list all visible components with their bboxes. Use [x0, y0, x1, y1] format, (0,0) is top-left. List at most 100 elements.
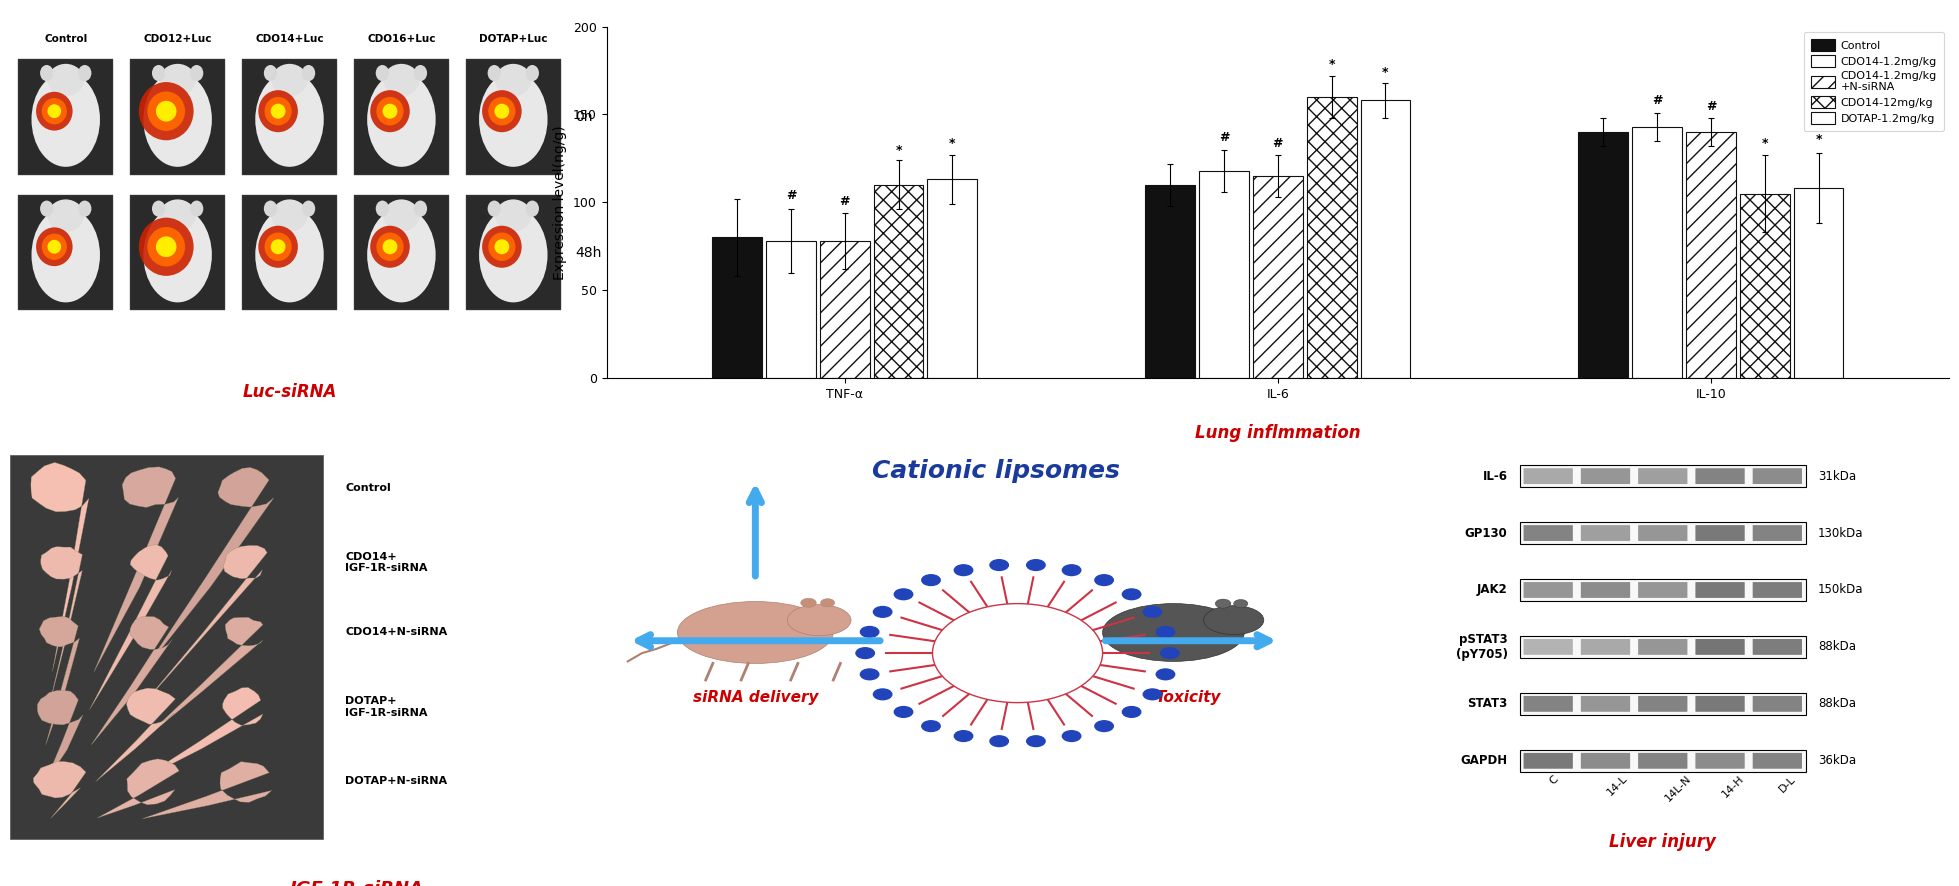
Ellipse shape	[382, 104, 398, 119]
Polygon shape	[143, 468, 274, 672]
Circle shape	[1123, 589, 1140, 600]
Ellipse shape	[35, 228, 72, 266]
Text: 14-L: 14-L	[1606, 773, 1630, 798]
Ellipse shape	[259, 90, 298, 132]
Ellipse shape	[272, 64, 308, 97]
Polygon shape	[135, 688, 263, 782]
FancyBboxPatch shape	[355, 59, 449, 175]
FancyBboxPatch shape	[1524, 639, 1573, 655]
FancyBboxPatch shape	[10, 455, 323, 839]
Circle shape	[1144, 689, 1162, 700]
Ellipse shape	[47, 64, 84, 97]
Text: *: *	[1761, 136, 1769, 150]
Circle shape	[1095, 721, 1113, 732]
Circle shape	[874, 689, 891, 700]
Ellipse shape	[821, 599, 835, 607]
FancyBboxPatch shape	[1753, 639, 1802, 655]
Ellipse shape	[41, 234, 67, 260]
Circle shape	[860, 669, 880, 680]
Ellipse shape	[264, 65, 276, 82]
Ellipse shape	[384, 199, 419, 232]
Text: C: C	[1548, 773, 1561, 786]
FancyBboxPatch shape	[1581, 696, 1630, 711]
Ellipse shape	[264, 232, 292, 261]
FancyBboxPatch shape	[1524, 468, 1573, 484]
Circle shape	[895, 706, 913, 718]
Circle shape	[1027, 735, 1044, 747]
FancyBboxPatch shape	[1753, 753, 1802, 769]
Ellipse shape	[496, 64, 531, 97]
FancyBboxPatch shape	[1753, 696, 1802, 711]
FancyBboxPatch shape	[1581, 639, 1630, 655]
Text: #: #	[786, 190, 795, 202]
FancyBboxPatch shape	[129, 59, 225, 175]
Polygon shape	[33, 761, 86, 819]
Circle shape	[989, 735, 1009, 747]
Ellipse shape	[366, 72, 435, 167]
Text: Control: Control	[345, 483, 392, 494]
Ellipse shape	[496, 199, 531, 232]
FancyBboxPatch shape	[1695, 753, 1745, 769]
Text: DOTAP+
IGF-1R-siRNA: DOTAP+ IGF-1R-siRNA	[345, 696, 427, 718]
Text: JAK2: JAK2	[1477, 584, 1508, 596]
Ellipse shape	[480, 72, 547, 167]
Ellipse shape	[143, 72, 212, 167]
Ellipse shape	[494, 104, 509, 119]
Ellipse shape	[159, 64, 196, 97]
Polygon shape	[98, 759, 178, 818]
Text: 48h: 48h	[574, 245, 601, 260]
Text: *: *	[895, 144, 901, 157]
Ellipse shape	[488, 200, 502, 217]
Polygon shape	[90, 545, 172, 710]
Ellipse shape	[47, 199, 84, 232]
Circle shape	[1062, 731, 1081, 742]
Ellipse shape	[376, 65, 390, 82]
Bar	[1740, 193, 1791, 378]
Text: 130kDa: 130kDa	[1818, 526, 1863, 540]
Ellipse shape	[270, 104, 286, 119]
Ellipse shape	[366, 207, 435, 302]
FancyBboxPatch shape	[1520, 579, 1806, 601]
Ellipse shape	[302, 200, 315, 217]
Bar	[821, 241, 870, 378]
Text: D-L: D-L	[1777, 773, 1798, 794]
Circle shape	[856, 648, 874, 658]
FancyBboxPatch shape	[1753, 582, 1802, 598]
Ellipse shape	[376, 232, 404, 261]
Ellipse shape	[1215, 599, 1230, 608]
Circle shape	[874, 607, 891, 618]
Text: #: #	[1651, 95, 1663, 107]
FancyBboxPatch shape	[1520, 636, 1806, 657]
FancyBboxPatch shape	[1520, 465, 1806, 486]
Ellipse shape	[39, 65, 53, 82]
FancyBboxPatch shape	[1524, 525, 1573, 541]
Bar	[1794, 188, 1843, 378]
Ellipse shape	[264, 200, 276, 217]
Bar	[1579, 132, 1628, 378]
Polygon shape	[139, 546, 266, 709]
Circle shape	[1027, 560, 1044, 571]
Polygon shape	[31, 462, 88, 672]
Ellipse shape	[147, 91, 184, 131]
FancyBboxPatch shape	[1753, 468, 1802, 484]
Bar	[1199, 171, 1250, 378]
Ellipse shape	[47, 105, 61, 118]
Ellipse shape	[147, 227, 184, 267]
FancyBboxPatch shape	[1753, 525, 1802, 541]
Ellipse shape	[488, 97, 515, 126]
Ellipse shape	[1203, 606, 1264, 634]
Ellipse shape	[788, 604, 850, 635]
Ellipse shape	[78, 200, 92, 217]
Circle shape	[932, 603, 1103, 703]
Text: #: #	[840, 195, 850, 207]
FancyBboxPatch shape	[1520, 523, 1806, 544]
Ellipse shape	[525, 200, 539, 217]
FancyBboxPatch shape	[1695, 468, 1745, 484]
Text: 14L-N: 14L-N	[1663, 773, 1693, 804]
Legend: Control, CDO14-1.2mg/kg, CDO14-1.2mg/kg
+N-siRNA, CDO14-12mg/kg, DOTAP-1.2mg/kg: Control, CDO14-1.2mg/kg, CDO14-1.2mg/kg …	[1804, 32, 1943, 131]
Polygon shape	[41, 547, 82, 710]
Text: #: #	[1273, 136, 1283, 150]
FancyBboxPatch shape	[1638, 753, 1687, 769]
Text: STAT3: STAT3	[1467, 697, 1508, 711]
Bar	[766, 241, 815, 378]
